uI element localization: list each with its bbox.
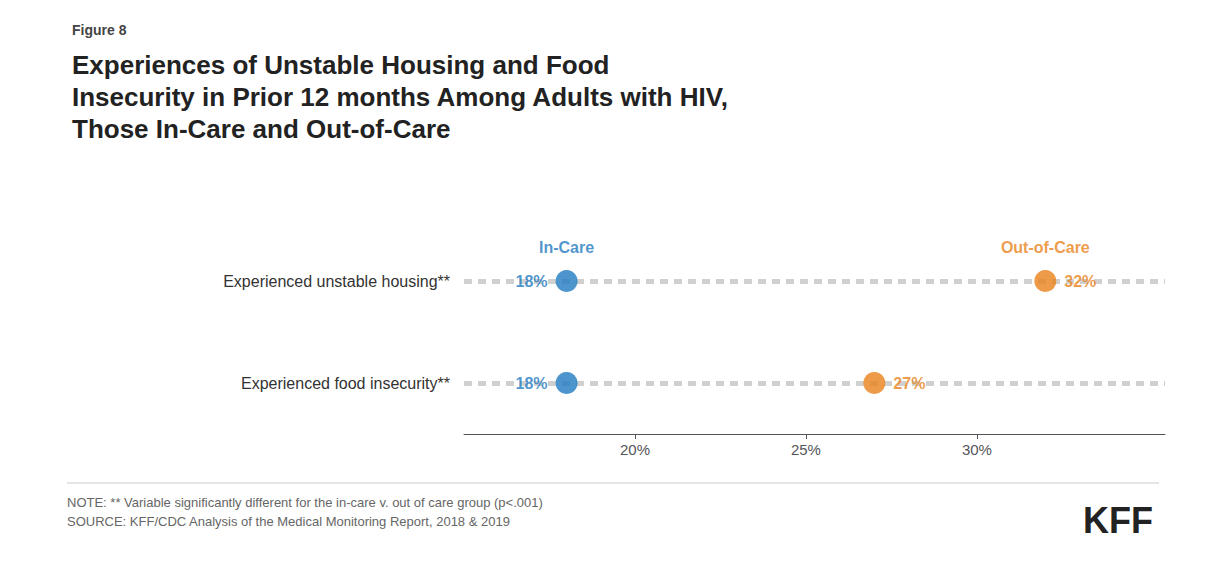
svg-text:25%: 25% [791, 441, 821, 458]
svg-text:In-Care: In-Care [539, 239, 594, 256]
svg-text:27%: 27% [893, 375, 925, 392]
svg-text:Those In-Care and Out-of-Care: Those In-Care and Out-of-Care [72, 114, 450, 144]
svg-text:SOURCE: KFF/CDC Analysis of th: SOURCE: KFF/CDC Analysis of the Medical … [67, 514, 510, 529]
svg-text:20%: 20% [620, 441, 650, 458]
svg-text:NOTE: ** Variable significantl: NOTE: ** Variable significantly differen… [67, 495, 543, 510]
svg-text:Out-of-Care: Out-of-Care [1001, 239, 1090, 256]
svg-text:Insecurity in Prior 12 months: Insecurity in Prior 12 months Among Adul… [72, 82, 728, 112]
svg-text:32%: 32% [1064, 273, 1096, 290]
svg-text:30%: 30% [962, 441, 992, 458]
svg-text:18%: 18% [516, 273, 548, 290]
svg-text:Experienced unstable housing**: Experienced unstable housing** [223, 273, 450, 290]
svg-text:18%: 18% [516, 375, 548, 392]
svg-text:KFF: KFF [1083, 500, 1153, 541]
svg-text:Figure 8: Figure 8 [72, 22, 127, 38]
svg-text:Experiences of Unstable Housin: Experiences of Unstable Housing and Food [72, 50, 609, 80]
svg-text:Experienced food insecurity**: Experienced food insecurity** [241, 375, 450, 392]
